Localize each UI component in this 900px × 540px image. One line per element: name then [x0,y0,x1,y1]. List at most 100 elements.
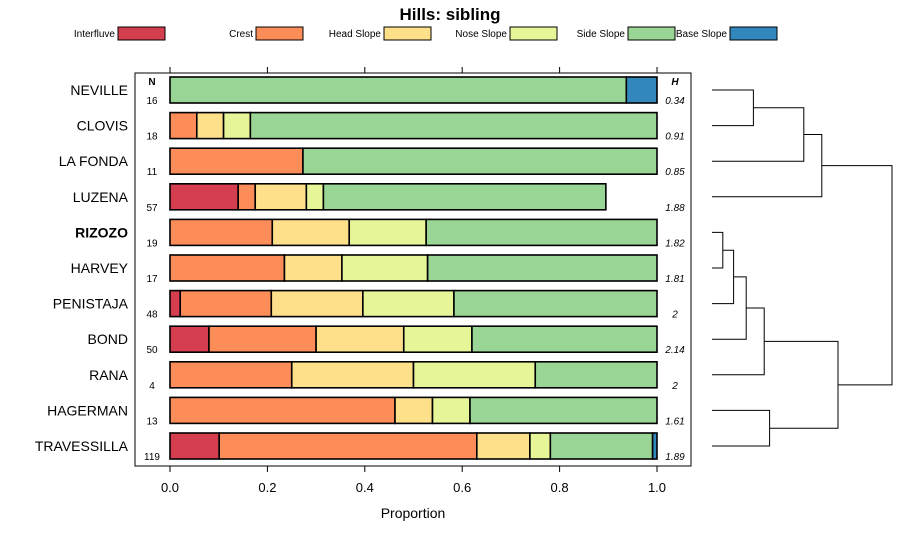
bar-row-rizozo: RIZOZO 19 1.82 [75,218,685,249]
bar-segment-hagerman-nose-slope [431,396,471,425]
category-label-la-fonda: LA FONDA [59,153,129,169]
legend-label-interfluve: Interfluve [74,29,116,40]
bar-segment-penistaja-nose-slope [362,289,455,318]
bar-segment-travessilla-head-slope [476,432,531,460]
n-label-hagerman: 13 [146,416,158,427]
legend-swatch-crest [255,26,304,41]
legend: Interfluve Crest Head Slope Nose Slope Side … [74,26,778,41]
bar-segment-luzena-side-slope [322,183,607,211]
dendrogram-link-0 [712,89,754,127]
bar-segment-bond-nose-slope [402,325,473,354]
x-tick-label-0: 0.0 [161,480,179,495]
bar-row-penistaja: PENISTAJA 48 2 [53,289,678,321]
bar-segment-luzena-head-slope [254,183,308,211]
h-label-travessilla: 1.89 [665,452,685,463]
bar-segment-clovis-head-slope [195,111,225,140]
category-label-clovis: CLOVIS [77,118,128,134]
legend-swatch-side-slope [627,26,676,41]
bar-row-luzena: LUZENA 57 1.88 [73,183,685,214]
dendrogram-link-2 [712,134,823,198]
dendrogram-link-5 [712,276,747,340]
dendrogram-link-7 [712,409,771,447]
bar-segment-penistaja-head-slope [270,289,364,318]
bar-segment-penistaja-crest [179,289,273,318]
legend-label-head-slope: Head Slope [329,29,382,40]
category-label-luzena: LUZENA [73,189,129,205]
plot-panel [134,72,692,467]
n-label-neville: 16 [146,96,158,107]
x-tick-label-1: 0.2 [258,480,276,495]
bar-segment-travessilla-base-slope [651,432,658,460]
bar-row-travessilla: TRAVESSILLA 119 1.89 [35,432,685,463]
bar-segment-harvey-side-slope [426,254,658,282]
legend-swatch-head-slope [383,26,432,41]
legend-label-side-slope: Side Slope [577,29,626,40]
bar-segment-la-fonda-side-slope [302,147,658,175]
bar-segment-bond-interfluve [169,325,210,354]
x-tick-label-2: 0.4 [356,480,374,495]
n-label-clovis: 18 [146,132,158,143]
bar-segment-penistaja-side-slope [453,289,658,318]
legend-label-crest: Crest [229,29,253,40]
n-label-la-fonda: 11 [147,167,158,178]
legend-label-nose-slope: Nose Slope [455,29,507,40]
bar-segment-harvey-head-slope [283,254,343,282]
h-label-rana: 2 [671,381,678,392]
n-label-luzena: 57 [146,203,158,214]
bar-row-rana: RANA 4 2 [89,360,678,392]
dendrogram-link-8 [764,340,839,429]
x-tick-label-5: 1.0 [648,480,666,495]
bar-segment-hagerman-crest [169,396,396,425]
bar-row-clovis: CLOVIS 18 0.91 [77,111,685,143]
bar-segment-travessilla-interfluve [169,432,220,460]
bar-segment-penistaja-interfluve [169,289,182,318]
bar-segment-hagerman-head-slope [394,396,434,425]
h-label-penistaja: 2 [671,310,678,321]
h-label-neville: 0.34 [665,96,685,107]
h-label-rizozo: 1.82 [665,238,685,249]
dendrogram-link-3 [712,231,724,269]
n-label-harvey: 17 [146,274,158,285]
bar-segment-neville-base-slope [625,76,658,104]
h-label-clovis: 0.91 [665,132,684,143]
category-label-rana: RANA [89,367,129,383]
h-label-harvey: 1.81 [665,274,684,285]
bar-segment-rana-crest [169,360,293,389]
h-column-header: H [671,77,679,88]
category-label-hagerman: HAGERMAN [47,402,128,418]
n-label-bond: 50 [146,345,158,356]
h-label-hagerman: 1.61 [665,416,684,427]
n-label-penistaja: 48 [146,310,158,321]
n-label-travessilla: 119 [144,452,160,463]
bar-segment-neville-side-slope [169,76,628,104]
category-label-travessilla: TRAVESSILLA [35,438,129,454]
category-label-rizozo: RIZOZO [75,224,128,240]
legend-swatch-base-slope [729,26,778,41]
category-label-neville: NEVILLE [70,82,128,98]
legend-swatch-nose-slope [509,26,558,41]
x-tick-label-4: 0.8 [551,480,569,495]
bar-segment-rizozo-side-slope [425,218,658,247]
dendrogram-link-1 [712,107,805,162]
bar-segment-rana-side-slope [534,360,658,389]
bar-row-neville: NEVILLE 16 0.34 [70,76,685,107]
dendrogram-link-9 [821,165,893,386]
category-label-penistaja: PENISTAJA [53,296,129,312]
category-label-bond: BOND [88,331,128,347]
bar-segment-bond-head-slope [315,325,405,354]
bar-segment-bond-side-slope [471,325,658,354]
dendrogram [712,89,893,447]
legend-label-base-slope: Base Slope [676,29,728,40]
bar-segment-rizozo-nose-slope [348,218,427,247]
bar-segment-travessilla-crest [218,432,478,460]
bar-row-harvey: HARVEY 17 1.81 [71,254,685,285]
bar-segment-travessilla-nose-slope [529,432,552,460]
bar-segment-la-fonda-crest [169,147,304,175]
bar-segment-hagerman-side-slope [469,396,658,425]
x-axis: 0.0 0.2 0.4 0.6 0.8 1.0 [161,67,666,495]
bar-segment-bond-crest [208,325,317,354]
bar-segment-luzena-interfluve [169,183,239,211]
h-label-bond: 2.14 [664,345,685,356]
